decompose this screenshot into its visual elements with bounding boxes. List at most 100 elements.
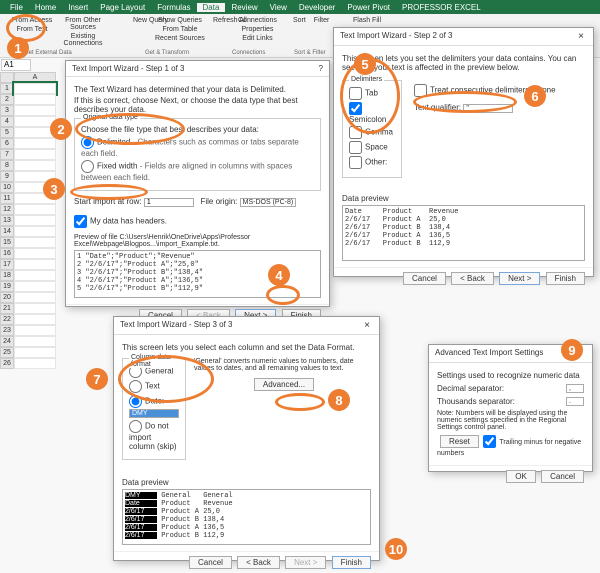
tab-file[interactable]: File (4, 3, 29, 12)
worksheet: A 1 2 3 4 5 6 7 8 9 10 11 12 13 14 15 16… (0, 72, 60, 369)
dlg3-preview: DMY General General Date Product Revenue… (122, 489, 371, 545)
filter-button[interactable]: Filter (311, 16, 333, 25)
advanced-button[interactable]: Advanced... (254, 378, 314, 391)
callout-4: 4 (268, 264, 290, 286)
comma-label: Comma (365, 128, 393, 137)
dlg3-preview-label: Data preview (122, 478, 371, 487)
callout-3: 3 (43, 178, 65, 200)
date-radio[interactable] (129, 395, 142, 408)
qualifier-combo[interactable]: " (463, 104, 513, 113)
delimited-radio[interactable] (81, 136, 94, 149)
dlg3-close-icon[interactable]: × (361, 320, 373, 331)
dlg4-cancel-button[interactable]: Cancel (541, 470, 584, 483)
dlg4-ok-button[interactable]: OK (506, 470, 536, 483)
fixed-width-radio[interactable] (81, 160, 94, 173)
tab-checkbox[interactable] (349, 87, 362, 100)
recent-sources-button[interactable]: Recent Sources (152, 34, 208, 43)
properties-button[interactable]: Properties (239, 25, 277, 34)
dlg1-intro: The Text Wizard has determined that your… (74, 85, 321, 94)
thousep-combo[interactable]: . (566, 397, 584, 406)
dlg3-back-button[interactable]: < Back (237, 556, 280, 569)
existing-conn-button[interactable]: Existing Connections (56, 32, 110, 48)
tab-developer[interactable]: Developer (293, 3, 341, 12)
show-queries-button[interactable]: Show Queries (155, 16, 205, 25)
callout-9: 9 (561, 339, 583, 361)
dlg2-title: Text Import Wizard - Step 2 of 3 (340, 31, 452, 42)
consecutive-checkbox[interactable] (414, 84, 427, 97)
dlg1-title: Text Import Wizard - Step 1 of 3 (72, 64, 184, 73)
date-format-combo[interactable]: DMY (129, 409, 179, 418)
qualifier-label: Text qualifier: (414, 103, 461, 112)
skip-radio[interactable] (129, 420, 142, 433)
start-row-label: Start import at row: (74, 197, 142, 206)
dlg3-note: 'General' converts numeric values to num… (194, 358, 371, 372)
dlg3-intro: This screen lets you select each column … (122, 343, 371, 352)
comma-checkbox[interactable] (349, 126, 362, 139)
tab-formulas[interactable]: Formulas (151, 3, 196, 12)
dlg1-preview-label: Preview of file C:\Users\Henrik\OneDrive… (74, 234, 321, 248)
advanced-settings-dialog: Advanced Text Import Settings? × Setting… (428, 344, 593, 472)
colformat-label: Column data format (129, 354, 185, 368)
callout-7: 7 (86, 368, 108, 390)
dlg1-help-icon[interactable]: ? (319, 64, 323, 73)
tab-insert[interactable]: Insert (62, 3, 94, 12)
other-checkbox[interactable] (349, 156, 362, 169)
space-label: Space (365, 143, 388, 152)
date-label: Date: (145, 397, 164, 406)
dlg3-cancel-button[interactable]: Cancel (189, 556, 232, 569)
dlg2-finish-button[interactable]: Finish (546, 272, 585, 285)
connections-button[interactable]: Connections (235, 16, 280, 25)
dlg2-preview-label: Data preview (342, 194, 585, 203)
edit-links-button[interactable]: Edit Links (239, 34, 275, 43)
from-access-button[interactable]: From Access (9, 16, 55, 25)
dlg2-back-button[interactable]: < Back (451, 272, 494, 285)
dlg4-title: Advanced Text Import Settings (435, 348, 543, 359)
fixedwidth-label: Fixed width (97, 162, 137, 171)
callout-6: 6 (524, 85, 546, 107)
delims-label: Delimiters (349, 76, 384, 83)
dlg2-preview: Date Product Revenue 2/6/17 Product A 25… (342, 205, 585, 261)
dlg2-next-button[interactable]: Next > (499, 272, 540, 285)
callout-10: 10 (385, 538, 407, 560)
group-transform: Get & Transform (145, 50, 189, 56)
dlg2-cancel-button[interactable]: Cancel (403, 272, 446, 285)
group-sort-filter: Sort & Filter (294, 50, 326, 56)
tab-label: Tab (365, 89, 378, 98)
file-origin-combo[interactable]: MS-DOS (PC-8) (240, 198, 297, 207)
reset-button[interactable]: Reset (440, 435, 479, 448)
from-table-button[interactable]: From Table (159, 25, 200, 34)
dlg3-finish-button[interactable]: Finish (332, 556, 371, 569)
tab-review[interactable]: Review (225, 3, 263, 12)
from-text-button[interactable]: From Text (14, 25, 51, 34)
dlg1-intro2: If this is correct, choose Next, or choo… (74, 96, 321, 114)
ribbon: File Home Insert Page Layout Formulas Da… (0, 0, 600, 14)
has-headers-checkbox[interactable] (74, 215, 87, 228)
sort-button[interactable]: Sort (290, 16, 309, 25)
decsep-combo[interactable]: , (566, 384, 584, 393)
tab-data[interactable]: Data (197, 3, 226, 12)
group-connections: Connections (232, 50, 265, 56)
callout-8: 8 (328, 389, 350, 411)
flash-fill-button[interactable]: Flash Fill (350, 16, 384, 25)
semicolon-label: Semicolon (349, 115, 386, 124)
name-box[interactable]: A1 (1, 59, 31, 71)
tab-view[interactable]: View (264, 3, 293, 12)
from-other-button[interactable]: From Other Sources (56, 16, 110, 32)
tab-powerpivot[interactable]: Power Pivot (341, 3, 396, 12)
space-checkbox[interactable] (349, 141, 362, 154)
text-radio[interactable] (129, 380, 142, 393)
semicolon-checkbox[interactable] (349, 102, 362, 115)
dlg2-close-icon[interactable]: × (575, 31, 587, 42)
group-external-data: Get External Data (24, 50, 72, 56)
wizard-step3-dialog: Text Import Wizard - Step 3 of 3× This s… (113, 316, 380, 561)
tab-pagelayout[interactable]: Page Layout (94, 3, 151, 12)
other-label: Other: (365, 158, 387, 167)
trailing-minus-checkbox[interactable] (483, 435, 496, 448)
callout-2: 2 (50, 118, 72, 140)
tab-professor[interactable]: PROFESSOR EXCEL (396, 3, 487, 12)
decsep-label: Decimal separator: (437, 384, 504, 393)
has-headers-label: My data has headers. (90, 217, 167, 226)
start-row-input[interactable] (144, 198, 194, 207)
tab-home[interactable]: Home (29, 3, 62, 12)
text-label: Text (145, 382, 160, 391)
